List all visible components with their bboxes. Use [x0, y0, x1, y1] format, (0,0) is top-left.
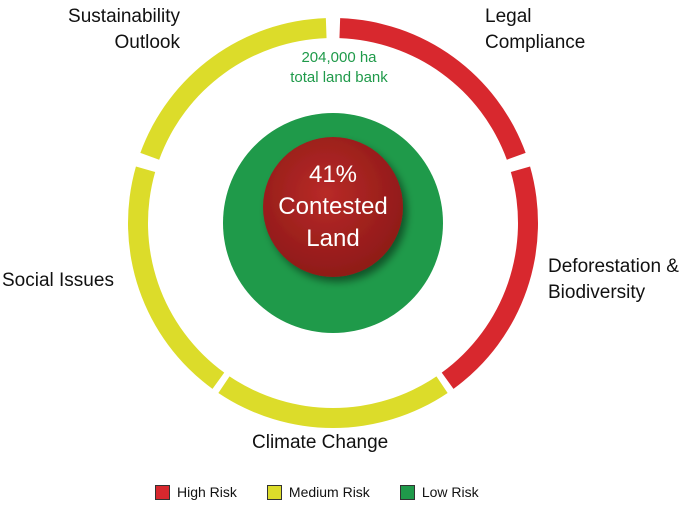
ring-segments: [127, 18, 538, 428]
legend-medium-risk: Medium Risk: [266, 484, 370, 500]
legend-swatch-high: [155, 484, 170, 500]
land-bank-caption: total land bank: [290, 69, 388, 86]
legend-low-risk: Low Risk: [399, 484, 479, 500]
label-legal-compliance: Legal Compliance: [485, 6, 586, 53]
ring-segment-legal-compliance: [339, 18, 526, 160]
ring-segment-social-issues: [127, 166, 225, 389]
center-percent: 41%: [309, 161, 357, 188]
legend-swatch-medium: [266, 484, 282, 500]
label-social-issues: Social Issues: [2, 270, 114, 291]
land-bank-value: 204,000 ha: [301, 49, 377, 66]
ring-segment-sustainability-outlook: [140, 18, 327, 160]
center-label-line3: Land: [306, 225, 359, 252]
label-deforestation-biodiversity: Deforestation & Biodiversity: [548, 256, 679, 303]
ring-segment-climate-change: [218, 376, 448, 428]
legend-swatch-low: [399, 484, 415, 500]
legend-high-risk: High Risk: [155, 484, 237, 500]
contested-land-circle: [263, 137, 403, 277]
ring-segment-deforestation-biodiversity: [441, 166, 538, 389]
legend: High Risk Medium Risk Low Risk: [155, 484, 509, 500]
label-sustainability-outlook: Sustainability Outlook: [68, 6, 180, 53]
label-climate-change: Climate Change: [252, 432, 389, 453]
center-label-line2: Contested: [278, 193, 387, 220]
